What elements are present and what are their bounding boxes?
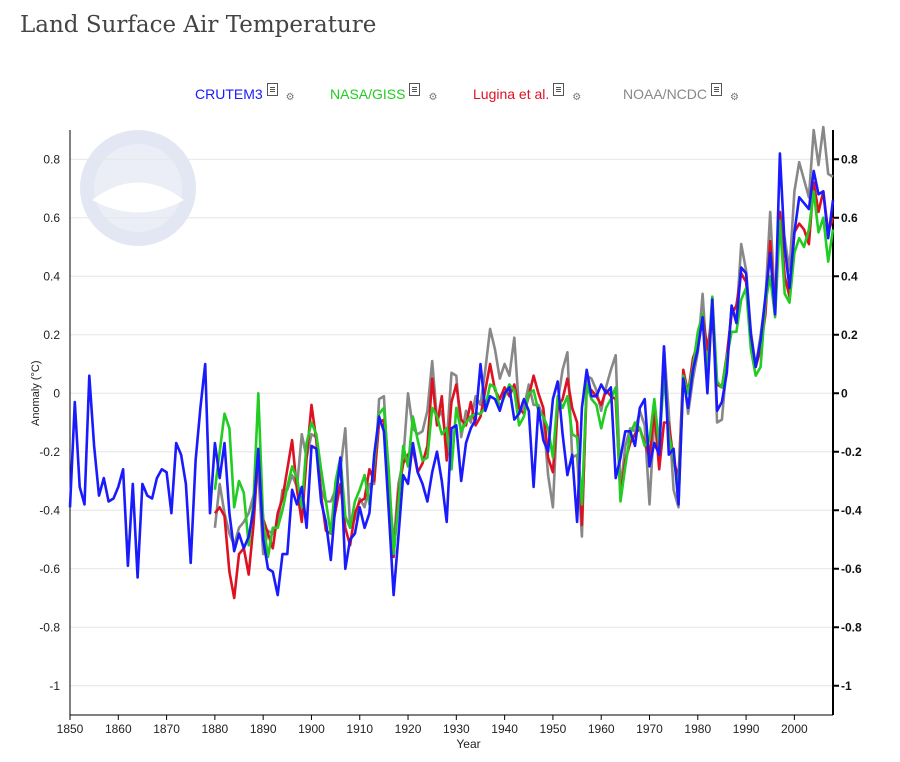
y-tick-label-left: -0.2 [39,445,60,459]
x-tick-label: 1940 [491,722,518,736]
cog-icon[interactable]: ⚙ [572,92,582,103]
document-icon[interactable] [266,83,278,96]
x-tick-label: 1900 [298,722,325,736]
x-axis-label: Year [456,737,480,751]
legend-label-crutem3[interactable]: CRUTEM3 [195,86,263,102]
y-tick-label-left: 0.8 [43,152,60,166]
x-tick-label: 1960 [588,722,615,736]
x-tick-label: 1910 [346,722,373,736]
y-tick-label-right: -0.4 [841,503,862,517]
y-tick-label-left: 0.6 [43,211,60,225]
x-tick-label: 1850 [57,722,84,736]
y-axis-label: Anomaly (°C) [30,360,42,426]
y-tick-label-left: -0.4 [39,503,60,517]
x-tick-label: 1860 [105,722,132,736]
legend: CRUTEM3 ⚙ NASA/GISS ⚙ Lugina et al. ⚙ NOAA/… [0,83,900,106]
legend-label-lugina[interactable]: Lugina et al. [473,86,550,102]
y-tick-label-left: -0.8 [39,620,60,634]
series-line-crutem3 [68,152,835,597]
document-icon[interactable] [553,83,565,96]
x-tick-label: 1970 [636,722,663,736]
x-tick-label: 1890 [250,722,277,736]
noaa-logo [80,130,196,246]
x-tick-label: 1920 [395,722,422,736]
legend-item-lugina[interactable]: Lugina et al. ⚙ [473,83,582,103]
y-tick-label-right: 0.8 [841,152,858,166]
legend-label-noaa-ncdc[interactable]: NOAA/NCDC [623,86,708,102]
document-icon[interactable] [711,83,723,96]
y-tick-label-left: 0.2 [43,328,60,342]
y-tick-label-right: 0.2 [841,328,858,342]
y-tick-label-right: -0.8 [841,620,862,634]
y-tick-label-right: 0.4 [841,269,858,283]
legend-item-crutem3[interactable]: CRUTEM3 ⚙ [195,83,295,103]
cog-icon[interactable]: ⚙ [285,92,295,103]
y-tick-label-right: -1 [841,679,852,693]
legend-item-nasa-giss[interactable]: NASA/GISS ⚙ [330,83,438,103]
y-tick-label-right: -0.6 [841,562,862,576]
x-tick-label: 1880 [202,722,229,736]
x-tick-label: 1930 [443,722,470,736]
y-tick-label-right: -0.2 [841,445,862,459]
x-tick-label: 1870 [153,722,180,736]
chart-title: Land Surface Air Temperature [20,12,377,38]
y-tick-label-left: 0 [53,386,60,400]
x-tick-label: 2000 [781,722,808,736]
y-tick-label-left: -1 [49,679,60,693]
y-tick-label-left: 0.4 [43,269,60,283]
cog-icon[interactable]: ⚙ [428,92,438,103]
legend-label-nasa-giss[interactable]: NASA/GISS [330,86,406,102]
y-tick-label-right: 0.6 [841,211,858,225]
document-icon[interactable] [409,83,421,96]
x-tick-label: 1980 [684,722,711,736]
legend-item-noaa-ncdc[interactable]: NOAA/NCDC ⚙ [623,83,739,103]
x-tick-label: 1950 [540,722,567,736]
y-tick-label-right: 0 [841,386,848,400]
cog-icon[interactable]: ⚙ [730,92,739,103]
x-tick-label: 1990 [733,722,760,736]
y-tick-label-left: -0.6 [39,562,60,576]
